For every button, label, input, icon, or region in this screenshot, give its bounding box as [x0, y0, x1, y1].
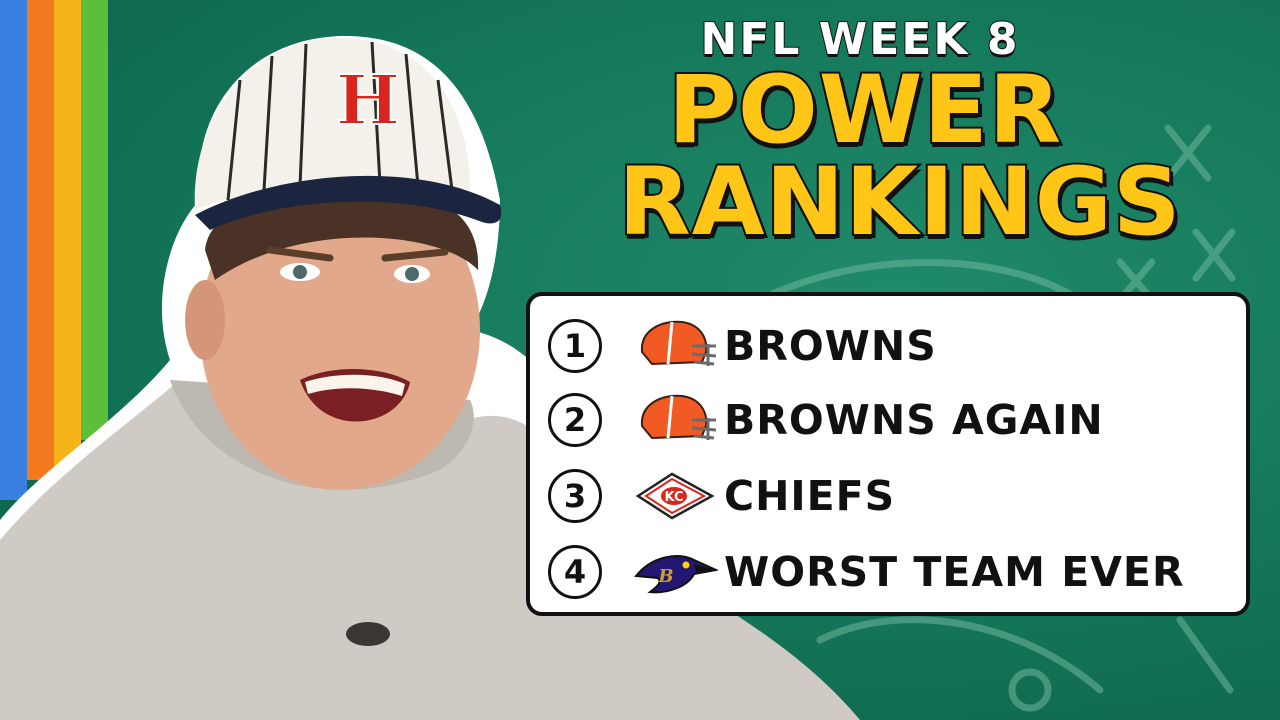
kicker-title: NFL WEEK 8 [700, 13, 1020, 66]
stripe-green [81, 0, 108, 440]
team-name: BROWNS AGAIN [724, 396, 1104, 444]
team-name: CHIEFS [724, 472, 896, 520]
svg-text:B: B [657, 566, 673, 587]
rankings-panel: 1 BROWNS 2 BROWNS AGAIN 3 KC [526, 292, 1250, 616]
cap-logo: H [336, 61, 400, 141]
stripe-yellow [54, 0, 81, 470]
host-photo: H [0, 35, 860, 720]
browns-helmet-icon [640, 320, 717, 366]
svg-text:KC: KC [664, 490, 683, 505]
ranking-row: 2 BROWNS AGAIN [548, 388, 1238, 454]
stripe-orange [27, 0, 54, 480]
rank-badge: 4 [548, 545, 602, 599]
rank-badge: 3 [548, 469, 602, 523]
rainbow-stripes [0, 0, 108, 720]
team-name: BROWNS [724, 322, 937, 370]
rank-badge: 2 [548, 393, 602, 447]
ravens-head-icon: B [634, 555, 718, 594]
headline-line-2: RANKINGS [616, 148, 1182, 257]
team-name: WORST TEAM EVER [724, 548, 1185, 596]
rank-badge: 1 [548, 319, 602, 373]
ranking-row: 4 B WORST TEAM EVER [548, 540, 1238, 606]
headline-line-1: POWER [666, 56, 1063, 165]
ranking-row: 1 BROWNS [548, 314, 1238, 380]
chiefs-arrowhead-icon: KC [635, 472, 715, 520]
title-block: NFL WEEK 8 POWER RANKINGS [560, 13, 1240, 257]
browns-helmet-icon [640, 394, 717, 440]
ranking-row: 3 KC CHIEFS [548, 464, 1238, 530]
stripe-blue [0, 0, 27, 500]
